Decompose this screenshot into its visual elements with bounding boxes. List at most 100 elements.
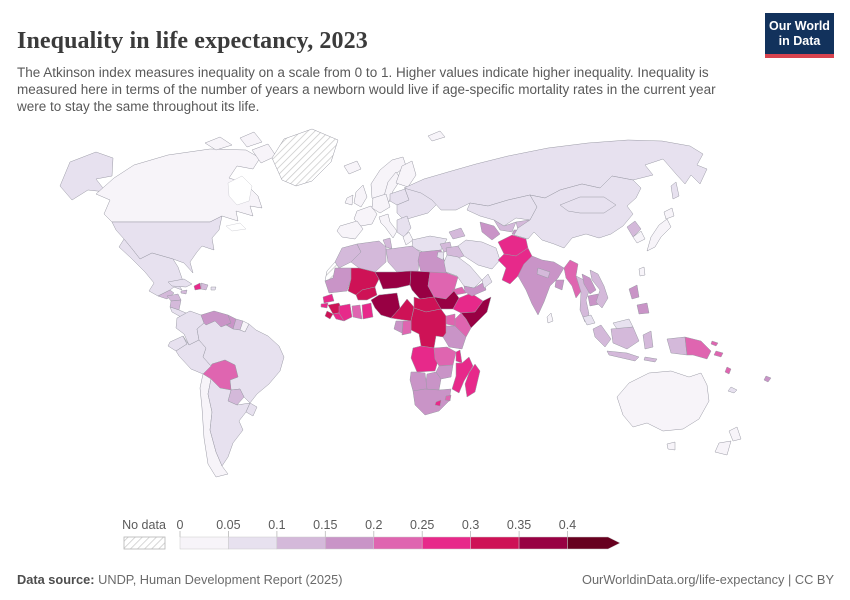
- country-greenland[interactable]: [271, 128, 339, 187]
- country-eswatini[interactable]: [444, 394, 452, 402]
- country-benin-togo[interactable]: [361, 302, 374, 320]
- country-taiwan[interactable]: [638, 266, 646, 277]
- country-uganda[interactable]: [445, 313, 456, 327]
- legend-color-bar[interactable]: [179, 536, 621, 550]
- country-kazakhstan[interactable]: [466, 194, 538, 227]
- country-indonesia-borneo[interactable]: [610, 326, 640, 350]
- country-indonesia-sulawesi[interactable]: [642, 330, 654, 350]
- country-indonesia-lesser-sunda[interactable]: [643, 356, 658, 363]
- country-dominican-republic[interactable]: [200, 282, 209, 291]
- country-india[interactable]: [517, 255, 565, 316]
- country-vietnam[interactable]: [589, 269, 609, 309]
- data-source-text: UNDP, Human Development Report (2025): [94, 572, 343, 587]
- country-new-caledonia[interactable]: [727, 386, 738, 394]
- data-source-label: Data source:: [17, 572, 95, 587]
- country-mongolia[interactable]: [559, 196, 617, 214]
- country-congo[interactable]: [401, 320, 412, 336]
- country-alaska[interactable]: [59, 151, 114, 201]
- country-jordan-israel[interactable]: [436, 251, 445, 261]
- country-malaysia-peninsula[interactable]: [582, 314, 596, 326]
- country-haiti[interactable]: [193, 282, 202, 291]
- country-ivory-coast[interactable]: [338, 303, 353, 322]
- country-germany[interactable]: [371, 193, 391, 214]
- country-ghana[interactable]: [351, 304, 363, 320]
- country-niger[interactable]: [374, 270, 412, 290]
- country-laos[interactable]: [581, 273, 597, 295]
- country-mexico[interactable]: [118, 238, 185, 297]
- country-fiji[interactable]: [763, 375, 772, 383]
- country-zambia[interactable]: [433, 346, 457, 367]
- country-gabon[interactable]: [393, 320, 404, 334]
- country-madagascar[interactable]: [464, 363, 481, 398]
- country-drc[interactable]: [410, 307, 447, 349]
- country-philippines-mindanao[interactable]: [636, 302, 650, 315]
- country-guinea-bissau[interactable]: [320, 302, 329, 309]
- country-caucasus[interactable]: [448, 227, 466, 240]
- country-guatemala[interactable]: [157, 289, 175, 300]
- country-finland[interactable]: [395, 160, 417, 188]
- country-mozambique[interactable]: [451, 356, 474, 394]
- country-balkans[interactable]: [396, 215, 412, 238]
- country-sri-lanka[interactable]: [546, 312, 554, 324]
- owid-logo[interactable]: Our World in Data: [765, 13, 834, 58]
- country-bangladesh[interactable]: [554, 279, 565, 291]
- country-vanuatu[interactable]: [724, 366, 732, 375]
- legend-no-data-swatch[interactable]: [123, 536, 166, 550]
- country-australia[interactable]: [616, 370, 710, 432]
- footer-link[interactable]: OurWorldinData.org/life-expectancy | CC …: [581, 572, 834, 587]
- country-sakhalin[interactable]: [670, 181, 680, 200]
- country-philippines-luzon[interactable]: [628, 284, 640, 300]
- country-ireland[interactable]: [344, 194, 354, 206]
- data-source: Data source: UNDP, Human Development Rep…: [17, 572, 343, 587]
- country-zimbabwe[interactable]: [435, 364, 454, 380]
- country-lesotho[interactable]: [434, 399, 442, 407]
- country-tasmania[interactable]: [666, 441, 676, 451]
- logo-line2: in Data: [778, 33, 821, 48]
- country-canada-arctic-1[interactable]: [204, 136, 233, 151]
- country-png-islands[interactable]: [710, 340, 719, 347]
- country-papua-new-guinea[interactable]: [684, 336, 712, 360]
- country-north-korea[interactable]: [626, 220, 642, 238]
- country-new-zealand-north[interactable]: [728, 426, 742, 442]
- country-malawi[interactable]: [455, 349, 463, 364]
- country-oman[interactable]: [481, 273, 493, 289]
- country-jamaica[interactable]: [180, 289, 188, 295]
- country-senegal[interactable]: [322, 293, 335, 304]
- country-south-korea[interactable]: [632, 230, 646, 244]
- country-uzbekistan[interactable]: [493, 219, 517, 233]
- country-indonesia-west-papua[interactable]: [666, 336, 688, 356]
- country-japan-hokkaido[interactable]: [663, 207, 675, 220]
- country-iceland[interactable]: [343, 160, 362, 175]
- country-saudi-arabia[interactable]: [443, 254, 483, 289]
- country-solomon-islands[interactable]: [713, 350, 724, 358]
- country-libya[interactable]: [385, 245, 421, 273]
- country-japan[interactable]: [646, 218, 672, 252]
- country-burkina-faso[interactable]: [355, 286, 378, 301]
- country-iran[interactable]: [457, 239, 501, 270]
- country-france[interactable]: [353, 205, 378, 227]
- country-svalbard[interactable]: [427, 130, 446, 142]
- country-uruguay[interactable]: [245, 402, 258, 417]
- legend-no-data-label: No data: [122, 518, 166, 532]
- country-nepal[interactable]: [536, 267, 551, 279]
- country-canada[interactable]: [95, 148, 263, 223]
- country-new-zealand-south[interactable]: [714, 440, 732, 456]
- country-iberia[interactable]: [336, 220, 364, 240]
- country-indonesia-sumatra[interactable]: [592, 324, 612, 348]
- country-italy[interactable]: [378, 213, 398, 239]
- page-subtitle: The Atkinson index measures inequality o…: [17, 64, 716, 114]
- country-puerto-rico[interactable]: [210, 286, 217, 291]
- country-argentina[interactable]: [207, 378, 251, 467]
- country-yemen[interactable]: [463, 281, 487, 297]
- country-uk[interactable]: [353, 184, 368, 208]
- country-cuba[interactable]: [167, 278, 193, 288]
- country-south-africa[interactable]: [412, 388, 452, 416]
- legend-swatch-8-arrow: [567, 536, 621, 550]
- country-sierra-leone[interactable]: [324, 310, 334, 320]
- legend-swatch-0: [179, 536, 229, 550]
- country-turkmenistan[interactable]: [479, 221, 501, 241]
- country-angola[interactable]: [410, 345, 439, 373]
- country-canada-arctic-2[interactable]: [239, 131, 263, 148]
- country-indonesia-java[interactable]: [606, 350, 640, 362]
